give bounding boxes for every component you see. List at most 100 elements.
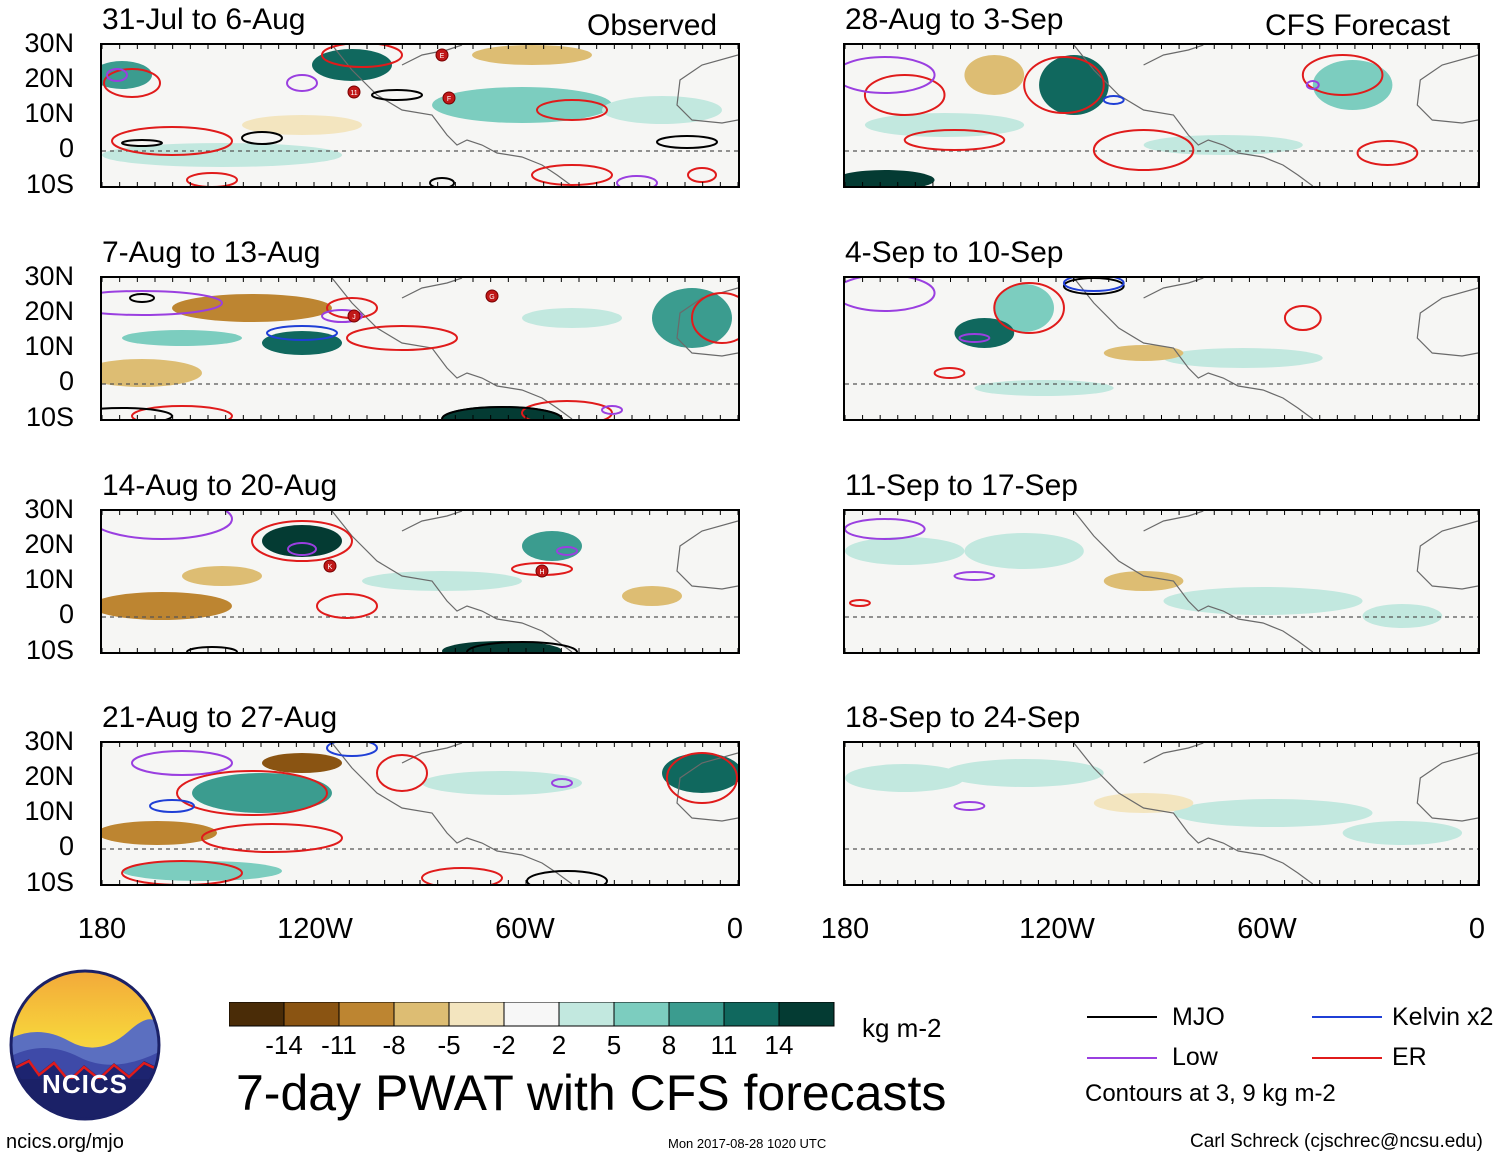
colorbar-label: -2 xyxy=(492,1030,516,1060)
colorbar-swatch xyxy=(613,1001,670,1027)
er-contour xyxy=(848,599,871,607)
er-contour xyxy=(691,292,738,344)
storm-marker xyxy=(535,564,549,578)
low-contour xyxy=(321,309,363,323)
er-contour xyxy=(376,754,428,792)
main-title: 7-day PWAT with CFS forecasts xyxy=(236,1065,947,1121)
y-label: 10N xyxy=(24,564,74,594)
legend-mjo-label: MJO xyxy=(1172,1003,1225,1031)
x-label: 0 xyxy=(726,913,744,945)
coastline xyxy=(1143,278,1204,299)
colorbar-swatch xyxy=(558,1001,615,1027)
pwat-anomaly xyxy=(1342,821,1463,845)
mjo-contour xyxy=(102,407,173,419)
panel-title: 18-Sep to 24-Sep xyxy=(845,701,1081,734)
storm-label: K xyxy=(328,564,333,571)
pwat-anomaly xyxy=(1163,348,1323,368)
x-label: 120W xyxy=(277,913,353,945)
mjo-contour xyxy=(121,139,163,147)
pwat-anomaly xyxy=(1173,799,1373,827)
mjo-contour xyxy=(371,89,423,101)
pwat-anomaly xyxy=(102,359,202,387)
coastline xyxy=(401,511,463,532)
y-label: 10S xyxy=(25,867,74,897)
colorbar-swatch xyxy=(228,1001,285,1027)
mjo-contour xyxy=(526,870,608,884)
pwat-anomaly xyxy=(242,115,362,135)
y-label: 10N xyxy=(24,98,74,128)
pwat-anomaly xyxy=(432,87,612,123)
x-label: 120W xyxy=(1019,913,1095,945)
y-label: 0 xyxy=(58,366,74,396)
colorbar-label: -14 xyxy=(265,1030,303,1060)
pwat-anomaly xyxy=(602,96,722,124)
pwat-anomaly xyxy=(1312,60,1393,110)
kelvin-contour xyxy=(1102,95,1125,105)
pwat-anomaly xyxy=(422,771,582,795)
pwat-anomaly xyxy=(964,55,1025,95)
map-panel-forecast-4 xyxy=(843,741,1480,886)
storm-marker xyxy=(435,48,449,62)
storm-marker xyxy=(442,91,456,105)
y-label: 10S xyxy=(25,169,74,199)
er-contour xyxy=(1283,305,1322,331)
coastline xyxy=(1073,278,1314,419)
er-contour xyxy=(251,520,353,562)
pwat-anomaly xyxy=(122,861,282,881)
pwat-anomaly xyxy=(845,170,935,186)
mjo-contour xyxy=(466,641,578,652)
y-label: 30N xyxy=(24,28,74,58)
er-contour xyxy=(993,282,1065,334)
er-contour xyxy=(421,867,503,884)
er-contour xyxy=(863,74,946,116)
low-contour xyxy=(958,333,991,343)
storm-label: E xyxy=(440,53,445,60)
legend-note: Contours at 3, 9 kg m-2 xyxy=(1085,1080,1336,1107)
pwat-anomaly xyxy=(662,753,738,793)
mjo-contour xyxy=(656,135,718,149)
logo-text: NCICS xyxy=(42,1069,128,1099)
coastline xyxy=(331,278,573,419)
low-contour xyxy=(551,778,573,788)
y-label: 20N xyxy=(24,63,74,93)
pwat-anomaly xyxy=(472,45,592,65)
coastline xyxy=(676,752,738,822)
er-contour xyxy=(1023,56,1105,114)
er-contour xyxy=(536,99,608,121)
colorbar-swatch xyxy=(338,1001,395,1027)
pwat-anomaly xyxy=(845,764,965,792)
cfs-forecast-label: CFS Forecast xyxy=(1265,9,1451,42)
kelvin-contour xyxy=(149,799,195,813)
pwat-anomaly xyxy=(262,753,342,773)
footer-url[interactable]: ncics.org/mjo xyxy=(6,1131,124,1153)
er-contour xyxy=(316,593,378,619)
pwat-anomaly xyxy=(974,380,1114,396)
pwat-anomaly xyxy=(944,759,1104,787)
storm-label: J xyxy=(352,314,356,321)
er-contour xyxy=(186,172,238,186)
y-label: 20N xyxy=(24,761,74,791)
pwat-anomaly xyxy=(864,113,1025,137)
er-contour xyxy=(103,68,161,98)
panel-title: 11-Sep to 17-Sep xyxy=(845,469,1078,502)
colorbar-label: 8 xyxy=(661,1030,677,1060)
pwat-anomaly xyxy=(1163,587,1363,615)
y-label: 0 xyxy=(58,133,74,163)
storm-marker xyxy=(485,289,499,303)
low-contour xyxy=(845,278,936,312)
coastline xyxy=(676,54,738,124)
colorbar-swatch xyxy=(668,1001,725,1027)
map-panel-forecast-2 xyxy=(843,276,1480,421)
x-label: 60W xyxy=(1237,913,1297,945)
pwat-anomaly xyxy=(994,284,1055,332)
x-label: 60W xyxy=(495,913,555,945)
er-contour xyxy=(666,752,738,804)
low-contour xyxy=(953,801,986,811)
pwat-anomaly xyxy=(102,821,217,845)
y-label: 20N xyxy=(24,529,74,559)
colorbar-label: 2 xyxy=(551,1030,567,1060)
er-contour xyxy=(1356,140,1419,166)
coastline xyxy=(401,278,463,299)
